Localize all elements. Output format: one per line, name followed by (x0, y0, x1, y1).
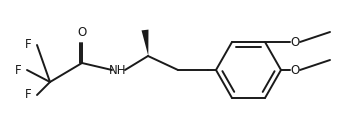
Text: F: F (25, 89, 32, 102)
Text: F: F (15, 64, 22, 76)
Text: F: F (25, 38, 32, 52)
Text: NH: NH (109, 64, 127, 76)
Text: O: O (290, 64, 300, 76)
Text: O: O (77, 26, 87, 39)
Polygon shape (141, 30, 149, 56)
Text: O: O (290, 35, 300, 48)
